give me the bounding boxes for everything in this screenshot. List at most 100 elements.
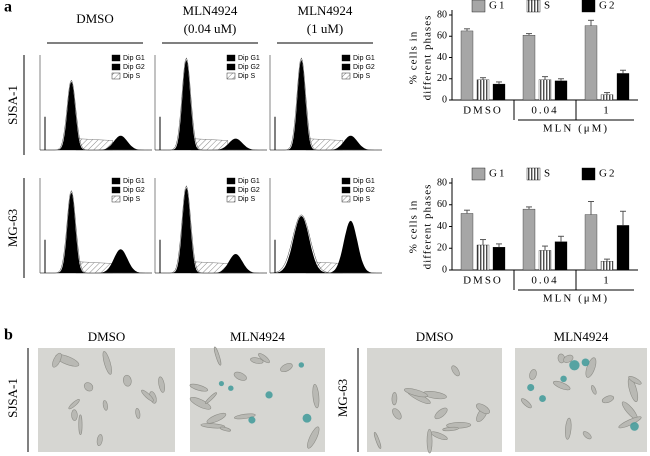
error-bar	[558, 235, 564, 242]
legend-label: Dip G2	[123, 64, 145, 71]
bar	[554, 80, 568, 101]
legend-label: Dip G2	[123, 187, 145, 194]
legend-label: G2	[599, 0, 616, 12]
cell	[373, 432, 382, 449]
legend-swatch	[341, 63, 351, 71]
cell	[434, 407, 448, 420]
hist-g2-peak	[270, 135, 382, 150]
bar	[522, 208, 536, 271]
image-header: DMSO	[416, 329, 454, 344]
bar	[554, 241, 568, 271]
bar	[584, 214, 598, 271]
hist-g2-peak	[270, 220, 382, 273]
hist-g1-peak	[40, 192, 152, 273]
legend-swatch	[471, 167, 486, 181]
legend-label: Dip S	[353, 196, 370, 203]
stained-cell	[581, 358, 590, 367]
image-header: MLN4924	[554, 329, 609, 344]
legend-swatch	[471, 0, 486, 13]
cell	[476, 403, 490, 415]
cell	[250, 357, 264, 364]
hist-g2-peak	[155, 138, 267, 150]
bar	[600, 94, 614, 101]
legend-swatch	[226, 54, 236, 62]
cell	[628, 376, 642, 385]
legend-label: Dip S	[238, 196, 255, 203]
legend-label: Dip G1	[238, 178, 260, 185]
hist-g1-peak	[155, 59, 267, 150]
stained-cell	[630, 422, 639, 431]
legend-label: Dip S	[353, 73, 370, 80]
hist-g1-peak	[155, 187, 267, 273]
cell	[280, 363, 293, 373]
stained-cell	[539, 395, 546, 402]
y-axis-label: different phases	[422, 184, 434, 270]
legend-swatch	[341, 54, 351, 62]
cell	[135, 407, 141, 419]
image-header: DMSO	[88, 329, 126, 344]
cell	[520, 398, 532, 409]
y-axis-label: different phases	[422, 15, 434, 101]
y-tick-label: 0	[442, 264, 447, 275]
y-tick-label: 80	[437, 177, 447, 188]
hist-g1-peak	[270, 59, 382, 150]
stained-cell	[302, 413, 312, 423]
cell	[96, 434, 103, 447]
legend-label: Dip G2	[353, 187, 375, 194]
error-bar	[588, 19, 594, 26]
cell	[585, 357, 597, 378]
error-bar	[496, 243, 502, 248]
x-tick-label: 0.04	[531, 275, 558, 287]
legend-swatch	[111, 54, 121, 62]
row-label: MG-63	[335, 379, 350, 417]
legend-swatch	[226, 63, 236, 71]
cell	[71, 409, 78, 421]
cell	[78, 414, 83, 435]
bar	[538, 79, 552, 101]
cell	[601, 395, 615, 404]
cell	[233, 413, 256, 420]
legend-label: Dip G1	[238, 55, 260, 62]
cell	[122, 374, 132, 387]
cell	[426, 428, 433, 454]
legend-swatch	[341, 72, 351, 80]
bar	[616, 73, 630, 101]
cell	[312, 384, 320, 409]
legend-label: G1	[489, 168, 506, 180]
legend-label: G2	[599, 168, 616, 180]
hist-g2-peak	[40, 135, 152, 150]
column-dose: (0.04 uM)	[184, 21, 237, 36]
error-bar	[558, 78, 564, 81]
error-bar	[480, 239, 486, 245]
cell	[206, 412, 227, 424]
legend-label: Dip S	[123, 73, 140, 80]
group-label: MLN (μM)	[543, 123, 609, 135]
y-tick-label: 60	[437, 199, 447, 210]
bar	[492, 247, 506, 271]
legend-label: Dip G2	[353, 64, 375, 71]
error-bar	[620, 69, 626, 74]
legend-label: Dip S	[238, 73, 255, 80]
cell	[442, 426, 459, 432]
bar	[538, 250, 552, 271]
legend-label: S	[544, 168, 552, 180]
cell	[565, 417, 572, 440]
y-tick-label: 0	[442, 94, 447, 105]
error-bar	[604, 258, 610, 262]
error-bar	[588, 200, 594, 215]
bar	[600, 261, 614, 271]
cell	[552, 380, 571, 391]
x-tick-label: DMSO	[463, 275, 503, 287]
cell	[102, 351, 112, 375]
bar	[522, 35, 536, 101]
legend-swatch	[111, 72, 121, 80]
legend-swatch	[581, 167, 596, 181]
group-label: MLN (μM)	[543, 293, 609, 305]
legend-label: Dip S	[123, 196, 140, 203]
legend-label: S	[544, 0, 552, 12]
hist-g2-peak	[155, 254, 267, 273]
x-tick-label: 1	[603, 275, 611, 287]
error-bar	[464, 28, 470, 31]
legend-swatch	[581, 0, 596, 13]
